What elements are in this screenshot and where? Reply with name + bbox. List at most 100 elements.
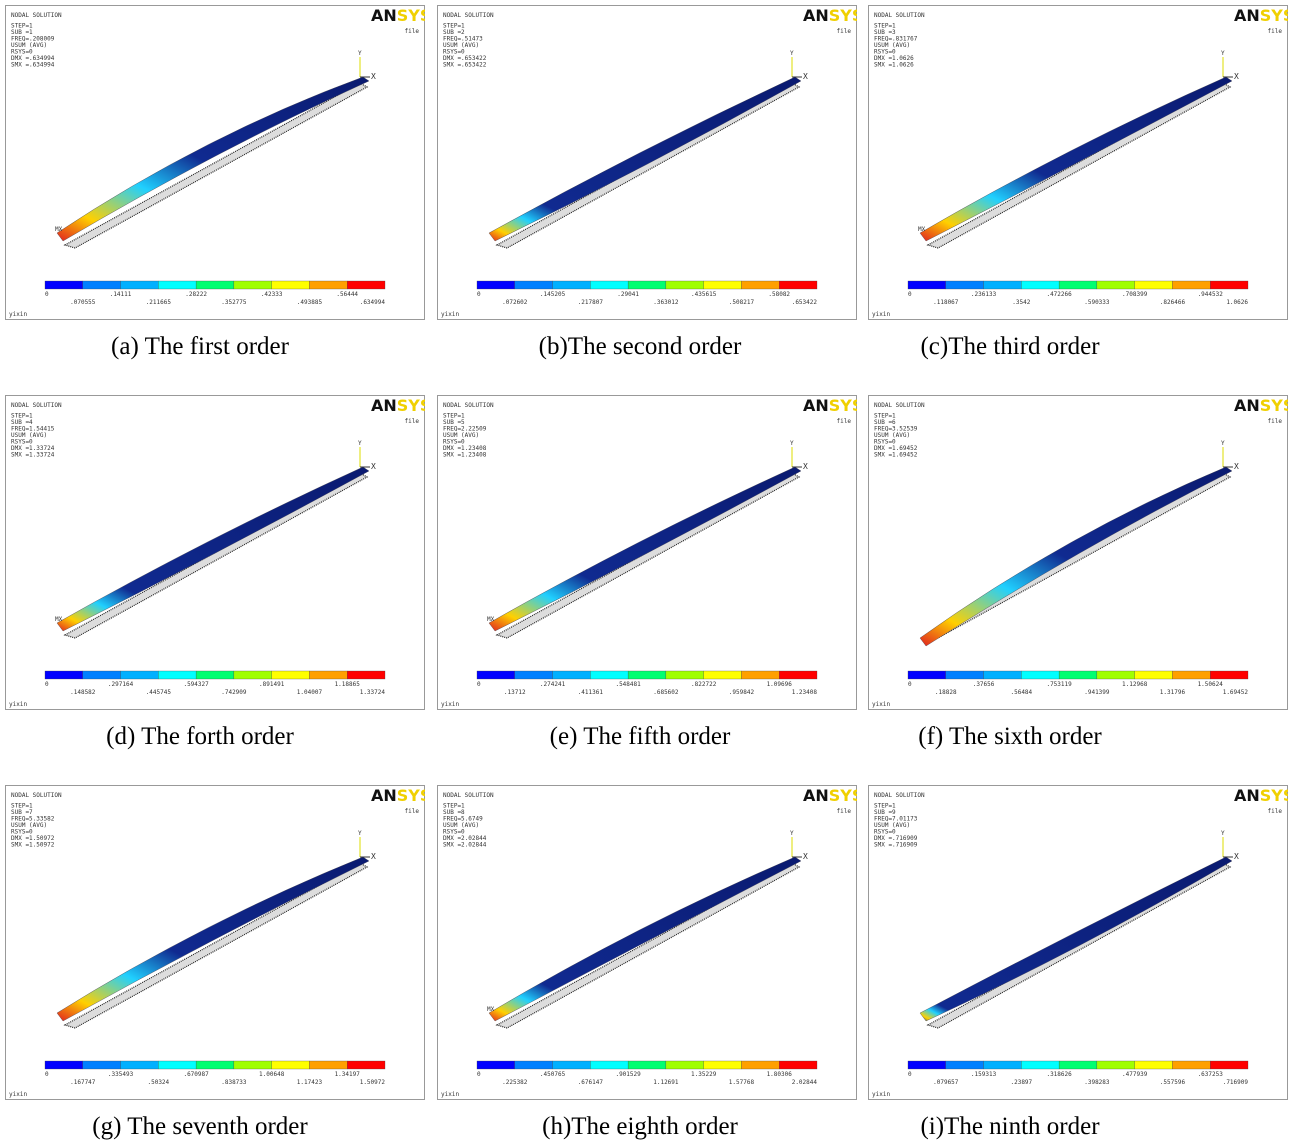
legend-label: 1.57768 bbox=[729, 1079, 755, 1086]
panel: NODAL SOLUTIONSTEP=1SUB =5FREQ=2.22509US… bbox=[437, 395, 857, 710]
legend-label: .557596 bbox=[1160, 1079, 1186, 1086]
legend-swatch bbox=[1172, 1061, 1210, 1069]
legend-swatch bbox=[1172, 671, 1210, 679]
legend-swatch bbox=[628, 281, 666, 289]
legend-label: .225382 bbox=[502, 1079, 528, 1086]
max-marker: MX bbox=[55, 226, 63, 233]
header-line: NODAL SOLUTION bbox=[11, 402, 62, 409]
file-tag: file bbox=[405, 418, 420, 425]
legend-swatch bbox=[779, 1061, 817, 1069]
legend-label: 0 bbox=[45, 681, 49, 688]
legend-label: .941399 bbox=[1084, 689, 1110, 696]
file-tag: file bbox=[837, 418, 852, 425]
ansys-logo: ANSYS bbox=[803, 786, 857, 805]
legend-label: .37656 bbox=[973, 681, 995, 688]
legend-label: .28222 bbox=[185, 291, 207, 298]
logo-sys: SYS bbox=[397, 396, 425, 415]
axis-x-label: X bbox=[371, 852, 376, 861]
header-line: NODAL SOLUTION bbox=[874, 12, 925, 19]
axis-x-label: X bbox=[1234, 852, 1239, 861]
legend-label: .753119 bbox=[1046, 681, 1072, 688]
footer: yixin bbox=[9, 701, 27, 708]
legend-label: .670987 bbox=[183, 1071, 209, 1078]
page: {"legend_colors": ["#0000ff", "#0080ff",… bbox=[0, 0, 1290, 1147]
legend-label: .548481 bbox=[615, 681, 641, 688]
panel-image: NODAL SOLUTIONSTEP=1SUB =1FREQ=.208009US… bbox=[5, 5, 425, 320]
header-line: SMX =1.23408 bbox=[443, 452, 487, 459]
legend-swatch bbox=[83, 281, 121, 289]
legend-label: 1.34197 bbox=[335, 1071, 361, 1078]
legend-swatch bbox=[45, 671, 83, 679]
legend-swatch bbox=[347, 671, 385, 679]
legend-swatch bbox=[741, 281, 779, 289]
caption: (e) The fifth order bbox=[550, 723, 731, 751]
legend-swatch bbox=[272, 281, 310, 289]
legend-swatch bbox=[158, 1061, 196, 1069]
legend-swatch bbox=[946, 671, 984, 679]
legend-label: .18828 bbox=[935, 689, 957, 696]
axis-x-label: X bbox=[371, 72, 376, 81]
legend-swatch bbox=[347, 281, 385, 289]
ansys-logo: ANSYS bbox=[1234, 6, 1288, 25]
logo-an: AN bbox=[371, 6, 397, 25]
footer: yixin bbox=[441, 1091, 459, 1098]
logo-sys: SYS bbox=[829, 6, 857, 25]
legend-label: .891491 bbox=[259, 681, 285, 688]
legend-swatch bbox=[553, 281, 591, 289]
legend-label: 1.0626 bbox=[1226, 299, 1248, 306]
legend-label: 1.17423 bbox=[297, 1079, 323, 1086]
legend-swatch bbox=[515, 281, 553, 289]
header-line: SMX =.716909 bbox=[874, 842, 918, 849]
legend-label: 0 bbox=[45, 291, 49, 298]
axis-y-label: Y bbox=[358, 440, 362, 447]
legend-swatch bbox=[666, 281, 704, 289]
legend-label: .742909 bbox=[221, 689, 247, 696]
panel-frame bbox=[6, 6, 425, 320]
ansys-logo: ANSYS bbox=[1234, 786, 1288, 805]
legend-swatch bbox=[83, 671, 121, 679]
legend-swatch bbox=[590, 671, 628, 679]
legend-swatch bbox=[1210, 281, 1248, 289]
legend-label: .653422 bbox=[792, 299, 818, 306]
legend-label: .826466 bbox=[1160, 299, 1186, 306]
legend-swatch bbox=[741, 671, 779, 679]
caption: (b)The second order bbox=[539, 333, 742, 361]
footer: yixin bbox=[872, 311, 890, 318]
legend-swatch bbox=[704, 281, 742, 289]
legend-swatch bbox=[477, 281, 515, 289]
legend-swatch bbox=[347, 1061, 385, 1069]
legend-label: .3542 bbox=[1012, 299, 1030, 306]
footer: yixin bbox=[9, 1091, 27, 1098]
legend-label: 0 bbox=[908, 1071, 912, 1078]
legend-swatch bbox=[477, 671, 515, 679]
legend-label: .411361 bbox=[578, 689, 604, 696]
legend-label: .56484 bbox=[1010, 689, 1032, 696]
legend-swatch bbox=[704, 1061, 742, 1069]
panel: NODAL SOLUTIONSTEP=1SUB =8FREQ=5.6749USU… bbox=[437, 785, 857, 1100]
footer: yixin bbox=[441, 311, 459, 318]
legend-label: 0 bbox=[477, 681, 481, 688]
legend-label: 1.04007 bbox=[297, 689, 323, 696]
legend-swatch bbox=[1059, 281, 1097, 289]
panel: NODAL SOLUTIONSTEP=1SUB =7FREQ=5.33582US… bbox=[5, 785, 425, 1100]
legend-label: 0 bbox=[908, 291, 912, 298]
legend-swatch bbox=[1135, 281, 1173, 289]
panel: NODAL SOLUTIONSTEP=1SUB =6FREQ=3.52539US… bbox=[868, 395, 1288, 710]
legend-swatch bbox=[704, 671, 742, 679]
legend-swatch bbox=[1097, 281, 1135, 289]
legend-swatch bbox=[984, 1061, 1022, 1069]
legend-label: .079657 bbox=[933, 1079, 959, 1086]
legend-label: 1.69452 bbox=[1223, 689, 1249, 696]
legend-label: .508217 bbox=[729, 299, 755, 306]
header-line: SMX =.653422 bbox=[443, 62, 487, 69]
legend-swatch bbox=[666, 671, 704, 679]
legend-label: 1.12691 bbox=[653, 1079, 679, 1086]
legend-swatch bbox=[309, 1061, 347, 1069]
header-line: NODAL SOLUTION bbox=[11, 792, 62, 799]
legend-swatch bbox=[196, 1061, 234, 1069]
legend-swatch bbox=[779, 281, 817, 289]
legend-swatch bbox=[1210, 671, 1248, 679]
legend-label: .637253 bbox=[1198, 1071, 1224, 1078]
